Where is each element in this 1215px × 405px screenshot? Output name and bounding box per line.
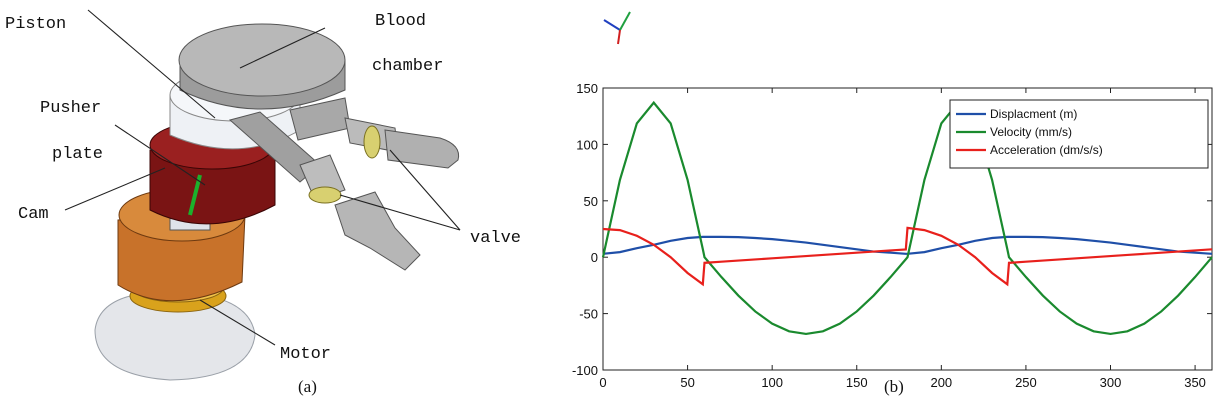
- plot-area: -100 -50 0 50 100 150 0 50 100 150 200 250 300 350 Dis…: [572, 81, 1213, 390]
- label: Blood: [375, 12, 426, 31]
- legend-label: Displacment (m): [990, 107, 1077, 121]
- x-tick-label: 50: [680, 375, 694, 390]
- y-tick-label: -100: [572, 363, 598, 378]
- data-line: [602, 235, 1213, 255]
- data-line: [601, 100, 1213, 336]
- label: Motor: [280, 345, 331, 364]
- axis-triad-icon: [603, 11, 631, 45]
- y-tick-label: 150: [576, 81, 598, 96]
- x-tick-label: 350: [1184, 375, 1206, 390]
- legend-label: Velocity (mm/s): [990, 125, 1072, 139]
- x-tick-label: 150: [846, 375, 868, 390]
- leader-line: [339, 194, 461, 231]
- x-tick-label: 0: [599, 375, 606, 390]
- device-illustration: [94, 23, 460, 381]
- x-tick-label: 300: [1100, 375, 1122, 390]
- x-tick-label: 200: [930, 375, 952, 390]
- label: Pusher: [40, 99, 101, 118]
- x-tick-label: 250: [1015, 375, 1037, 390]
- label: chamber: [372, 57, 443, 76]
- label: Piston: [5, 15, 66, 34]
- legend-label: Acceleration (dm/s/s): [990, 143, 1103, 157]
- y-tick-label: 0: [591, 250, 598, 265]
- legend-box: [949, 99, 1209, 169]
- y-tick-label: -50: [579, 307, 598, 322]
- leader-line: [239, 27, 326, 69]
- leader-line: [114, 124, 206, 186]
- leader-line: [199, 299, 276, 346]
- y-tick-label: 50: [584, 194, 598, 209]
- caption: (a): [298, 377, 317, 396]
- label: valve: [470, 229, 521, 248]
- data-line: [602, 226, 1213, 287]
- label: plate: [52, 145, 103, 164]
- leader-line: [64, 167, 166, 211]
- leader-line: [389, 149, 461, 231]
- y-tick-label: 100: [576, 137, 598, 152]
- x-tick-label: 100: [761, 375, 783, 390]
- caption: (b): [884, 377, 904, 396]
- leader-line: [87, 9, 216, 119]
- label: Cam: [18, 205, 49, 224]
